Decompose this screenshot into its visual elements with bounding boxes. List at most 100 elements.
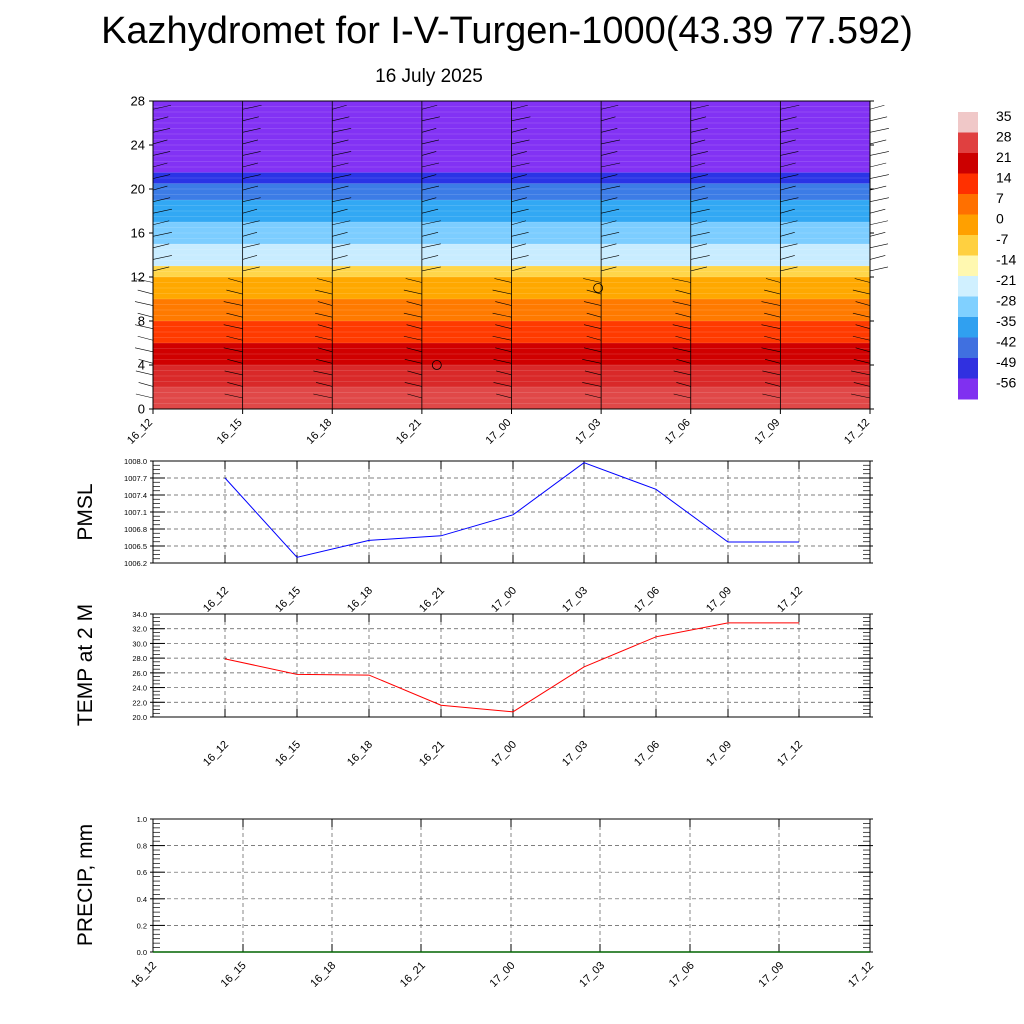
wind-barb xyxy=(764,335,781,341)
wind-barb xyxy=(780,185,796,191)
y-tick-label: 1007.7 xyxy=(124,474,147,483)
x-tick-label: 17_00 xyxy=(484,417,514,447)
wind-barb xyxy=(601,243,617,249)
wind-barb xyxy=(869,128,889,133)
wind-barb xyxy=(586,312,602,318)
y-tick-label: 12 xyxy=(131,270,145,285)
wind-barb xyxy=(672,347,691,353)
y-tick-label: 28 xyxy=(131,94,145,109)
wind-barb xyxy=(764,382,781,387)
wind-barb xyxy=(852,335,871,341)
wind-barb xyxy=(601,104,619,110)
wind-barb xyxy=(853,359,871,364)
wind-barb xyxy=(762,393,781,399)
wind-barb xyxy=(421,104,438,110)
x-tick-label: 16_12 xyxy=(125,417,155,447)
wind-barb xyxy=(855,347,871,353)
y-tick-label: 20 xyxy=(131,182,145,197)
chart-title: Kazhydromet for I-V-Turgen-1000(43.39 77… xyxy=(101,10,913,52)
colorbar-swatch xyxy=(958,214,978,236)
wind-barb xyxy=(676,382,691,387)
wind-barb xyxy=(332,185,349,191)
wind-barb xyxy=(137,289,154,295)
x-tick-label: 16_21 xyxy=(417,585,447,615)
wind-barb xyxy=(152,220,170,226)
y-tick-label: 1006.5 xyxy=(124,542,147,551)
wind-barb xyxy=(421,266,441,272)
wind-barb xyxy=(675,312,691,318)
wind-barb xyxy=(764,289,781,295)
wind-barb xyxy=(152,185,168,191)
colorbar-label: -7 xyxy=(996,231,1009,247)
wind-barb xyxy=(242,128,261,133)
wind-barb xyxy=(780,243,798,249)
x-tick-label: 16_15 xyxy=(273,585,303,615)
wind-barb xyxy=(223,301,243,306)
wind-barb xyxy=(152,255,172,260)
wind-barb xyxy=(851,370,871,376)
wind-barb xyxy=(421,255,439,260)
wind-barb xyxy=(242,162,259,168)
wind-barb xyxy=(332,139,349,145)
wind-barb xyxy=(690,104,709,110)
wind-barb xyxy=(407,370,422,376)
wind-barb xyxy=(421,208,439,214)
wind-barb xyxy=(332,208,348,214)
wind-barb xyxy=(242,174,261,179)
x-tick-label: 17_03 xyxy=(577,960,607,990)
plot-frame xyxy=(152,818,871,953)
wind-barb xyxy=(780,255,795,260)
wind-barb xyxy=(495,301,512,306)
wind-barb xyxy=(152,232,172,237)
calm-marker xyxy=(593,283,604,293)
wind-barb xyxy=(242,243,260,249)
wind-barb xyxy=(690,185,706,191)
wind-barb xyxy=(601,174,618,179)
y-tick-label: 4 xyxy=(138,358,145,373)
wind-barb xyxy=(869,208,886,214)
wind-barb xyxy=(152,266,170,272)
wind-barb xyxy=(494,278,512,283)
wind-barb xyxy=(690,208,710,214)
x-tick-label: 16_18 xyxy=(308,960,338,990)
y-tick-label: 26.0 xyxy=(132,669,147,678)
wind-barb xyxy=(332,197,352,202)
wind-barb xyxy=(672,301,691,306)
wind-barb xyxy=(242,185,259,191)
wind-barb xyxy=(421,197,437,202)
wind-barb xyxy=(690,162,706,168)
x-tick-label: 17_12 xyxy=(775,585,805,615)
wind-barb xyxy=(852,312,871,318)
wind-barb xyxy=(134,278,154,283)
wind-barb xyxy=(511,232,529,237)
colorbar-swatch xyxy=(958,194,978,215)
colorbar-swatch xyxy=(958,112,978,133)
colorbar-swatch xyxy=(958,153,978,174)
wind-barb xyxy=(761,301,781,306)
wind-barb xyxy=(242,151,261,156)
wind-barb xyxy=(493,359,512,364)
wind-barb xyxy=(601,266,617,272)
colorbar-swatch xyxy=(958,255,978,277)
colorbar-label: 14 xyxy=(996,170,1012,186)
y-tick-label: 0.8 xyxy=(137,842,147,851)
wind-barb xyxy=(332,116,350,122)
colorbar-swatch xyxy=(958,276,978,297)
wind-barb xyxy=(855,324,871,329)
x-tick-label: 16_15 xyxy=(219,960,249,990)
wind-barb xyxy=(242,208,258,214)
wind-barb xyxy=(761,347,781,353)
wind-barb xyxy=(421,220,441,226)
y-tick-label: 1006.8 xyxy=(124,525,147,534)
wind-barb xyxy=(152,151,171,156)
y-tick-label: 1007.4 xyxy=(124,491,147,500)
wind-barb xyxy=(421,243,441,249)
wind-barb xyxy=(492,335,512,341)
wind-barb xyxy=(332,174,352,179)
wind-barb xyxy=(511,128,527,133)
wind-barb xyxy=(780,266,798,272)
wind-barb xyxy=(403,335,422,341)
wind-barb xyxy=(601,162,621,168)
colorbar-swatch xyxy=(958,132,978,154)
